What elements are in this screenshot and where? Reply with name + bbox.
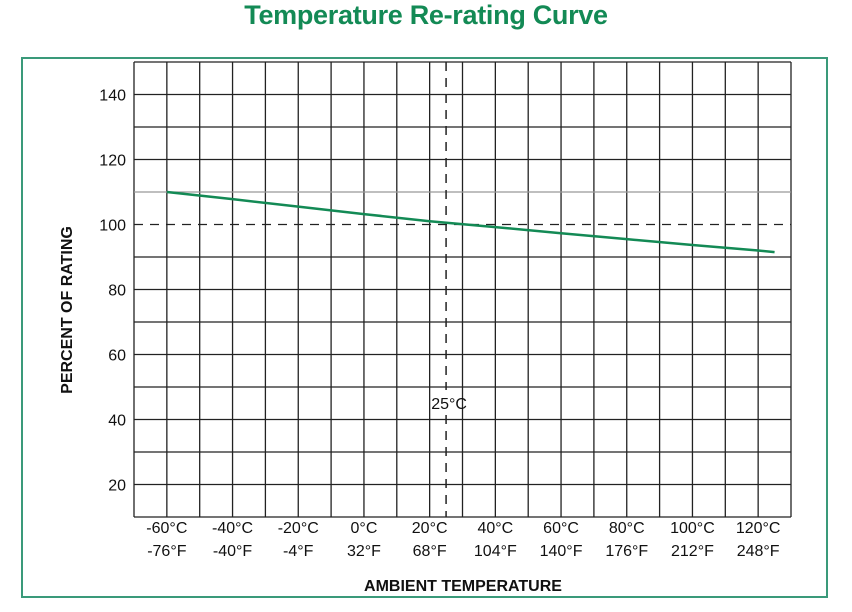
tick-labels: 20 40 60 80 100 120 140 -60°C -76°F -40°C -40°F -20… xyxy=(99,88,780,561)
series-group xyxy=(166,190,775,254)
x-tick-label-fahrenheit: 248°F xyxy=(737,543,780,560)
x-axis-label: AMBIENT TEMPERATURE xyxy=(364,578,562,595)
series-line xyxy=(166,190,775,254)
x-tick-label-fahrenheit: 176°F xyxy=(605,543,648,560)
x-tick-label-fahrenheit: -4°F xyxy=(283,543,314,560)
y-tick-label: 120 xyxy=(99,153,126,170)
x-tick-label-celsius: -20°C xyxy=(278,520,319,537)
y-tick-label: 20 xyxy=(108,478,126,495)
x-tick-label-celsius: -40°C xyxy=(212,520,253,537)
chart-title: Temperature Re-rating Curve xyxy=(244,0,608,30)
y-tick-label: 40 xyxy=(108,413,126,430)
x-tick-label-fahrenheit: 212°F xyxy=(671,543,714,560)
x-tick-label-fahrenheit: 32°F xyxy=(347,543,381,560)
x-tick-label-celsius: 40°C xyxy=(477,520,513,537)
x-tick-label-celsius: 20°C xyxy=(412,520,448,537)
x-tick-label-celsius: -60°C xyxy=(146,520,187,537)
chart-frame xyxy=(21,57,828,598)
reference-label-25c: 25°C xyxy=(431,396,467,413)
y-tick-label: 100 xyxy=(99,218,126,235)
x-tick-label-fahrenheit: -40°F xyxy=(213,543,253,560)
y-axis-label: PERCENT OF RATING xyxy=(59,226,76,394)
x-tick-label-celsius: 80°C xyxy=(609,520,645,537)
x-tick-label-celsius: 0°C xyxy=(351,520,378,537)
x-tick-label-fahrenheit: -76°F xyxy=(147,543,187,560)
grid xyxy=(133,61,792,518)
x-tick-label-celsius: 60°C xyxy=(543,520,579,537)
x-tick-label-celsius: 120°C xyxy=(736,520,781,537)
y-tick-label: 80 xyxy=(108,283,126,300)
x-tick-label-fahrenheit: 104°F xyxy=(474,543,517,560)
x-tick-label-celsius: 100°C xyxy=(670,520,715,537)
x-tick-label-fahrenheit: 68°F xyxy=(413,543,447,560)
y-tick-label: 140 xyxy=(99,88,126,105)
y-tick-label: 60 xyxy=(108,348,126,365)
x-tick-label-fahrenheit: 140°F xyxy=(540,543,583,560)
